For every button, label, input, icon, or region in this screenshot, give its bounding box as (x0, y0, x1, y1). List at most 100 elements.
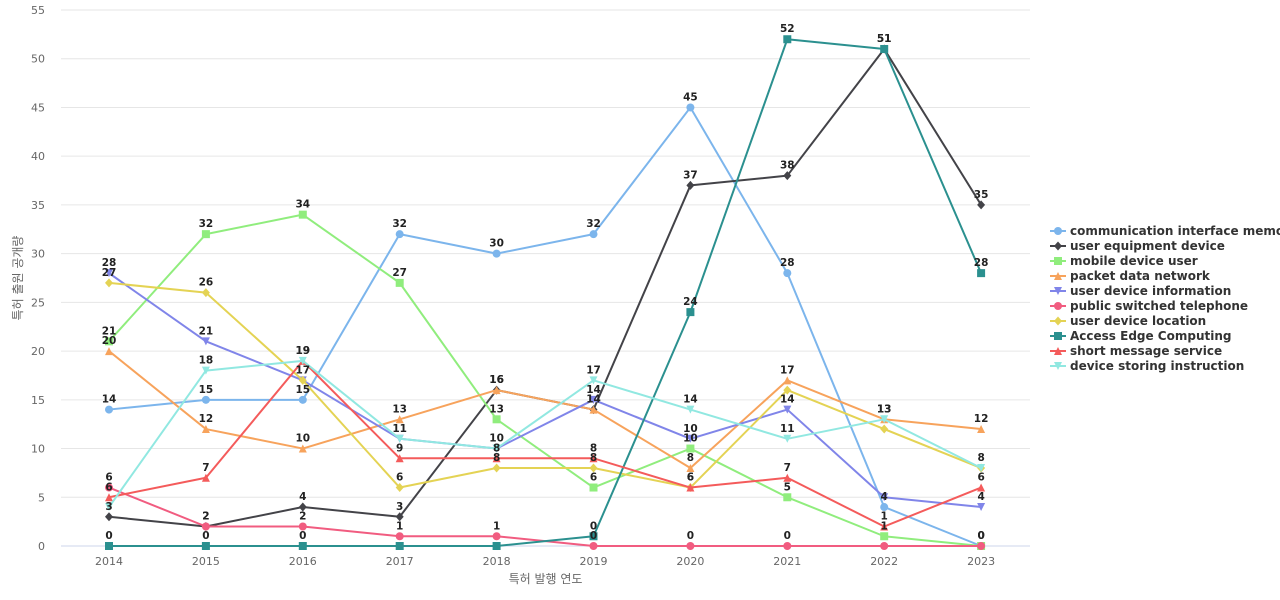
data-label: 12 (974, 413, 989, 425)
data-label: 8 (687, 452, 694, 464)
data-label: 38 (780, 160, 795, 172)
data-label: 0 (590, 530, 597, 542)
legend-item[interactable]: user device information (1050, 284, 1231, 298)
data-label: 10 (295, 433, 310, 445)
y-tick-label: 10 (31, 443, 45, 456)
data-point (589, 405, 598, 414)
data-point (395, 512, 404, 522)
legend-item[interactable]: communication interface memory (1050, 224, 1280, 238)
data-point (589, 395, 598, 404)
data-label: 13 (392, 403, 407, 415)
data-label: 2 (299, 511, 306, 523)
data-label: 13 (877, 403, 892, 415)
data-label: 14 (102, 394, 117, 406)
data-label: 2 (202, 511, 209, 523)
data-label: 1 (881, 520, 888, 532)
data-label: 15 (199, 384, 214, 396)
data-point (783, 434, 792, 443)
data-label: 6 (977, 472, 984, 484)
legend-marker (1054, 287, 1062, 295)
y-tick-label: 35 (31, 199, 45, 212)
data-point (201, 230, 210, 239)
data-label: 24 (683, 296, 698, 308)
legend-marker (1054, 362, 1062, 370)
legend-item[interactable]: public switched telephone (1050, 299, 1248, 313)
data-label: 8 (493, 442, 500, 454)
legend-item[interactable]: mobile device user (1050, 254, 1198, 268)
data-label: 11 (392, 423, 407, 435)
legend-label: short message service (1070, 344, 1222, 358)
legend-label: packet data network (1070, 269, 1211, 283)
data-label: 0 (202, 530, 209, 542)
data-point (298, 375, 307, 385)
legend-item[interactable]: user equipment device (1050, 239, 1225, 253)
y-tick-label: 25 (31, 296, 45, 309)
data-point (783, 493, 792, 502)
data-point (977, 483, 986, 492)
legend-item[interactable]: short message service (1050, 344, 1222, 358)
data-label: 26 (199, 277, 214, 289)
series-line (108, 359, 982, 528)
data-label: 18 (199, 355, 214, 367)
data-point (783, 35, 792, 44)
data-label: 32 (199, 218, 214, 230)
data-point (298, 522, 307, 531)
data-point (880, 522, 889, 531)
data-label: 4 (299, 491, 306, 503)
y-tick-label: 55 (31, 4, 45, 17)
data-point (589, 454, 598, 463)
legend-marker (1054, 347, 1062, 355)
legend-marker (1054, 302, 1062, 310)
x-tick-label: 2022 (870, 555, 898, 568)
data-point (201, 473, 210, 482)
data-point (686, 542, 695, 550)
series-line (109, 38, 983, 547)
data-point (589, 483, 598, 492)
legend-item[interactable]: user device location (1050, 314, 1206, 328)
series-lines (105, 35, 986, 550)
data-point (492, 249, 501, 258)
data-point (298, 444, 307, 453)
data-label: 12 (199, 413, 214, 425)
data-label: 20 (102, 335, 117, 347)
data-label: 16 (489, 374, 504, 386)
data-point (880, 415, 889, 424)
data-label: 6 (590, 472, 597, 484)
data-label: 3 (396, 501, 403, 513)
data-label: 21 (199, 325, 214, 337)
legend-item[interactable]: Access Edge Computing (1050, 329, 1231, 343)
data-label: 4 (881, 491, 888, 503)
data-label: 0 (784, 530, 791, 542)
data-label: 9 (396, 442, 403, 454)
data-point (492, 463, 501, 473)
legend-label: public switched telephone (1070, 299, 1248, 313)
data-label: 14 (780, 394, 795, 406)
data-label: 0 (977, 530, 984, 542)
data-point (201, 542, 210, 550)
legend-label: communication interface memory (1070, 224, 1280, 238)
data-label: 8 (590, 442, 597, 454)
data-point (105, 493, 113, 502)
legend-marker (1054, 257, 1062, 265)
data-point (783, 385, 792, 395)
data-point (880, 503, 889, 512)
data-label: 10 (683, 433, 698, 445)
data-label: 6 (105, 481, 112, 493)
legend-item[interactable]: device storing instruction (1050, 359, 1244, 373)
legend-label: mobile device user (1070, 254, 1198, 268)
data-point (105, 337, 113, 346)
data-label: 10 (683, 423, 698, 435)
legend-marker (1054, 241, 1062, 251)
series-line (108, 106, 982, 547)
data-label: 0 (299, 530, 306, 542)
data-point (589, 532, 598, 541)
data-label: 19 (295, 345, 310, 357)
y-tick-label: 45 (31, 101, 45, 114)
data-point (783, 171, 792, 181)
legend-marker (1054, 332, 1062, 340)
legend-item[interactable]: packet data network (1050, 269, 1211, 283)
series-line (108, 350, 982, 470)
data-label: 6 (687, 472, 694, 484)
